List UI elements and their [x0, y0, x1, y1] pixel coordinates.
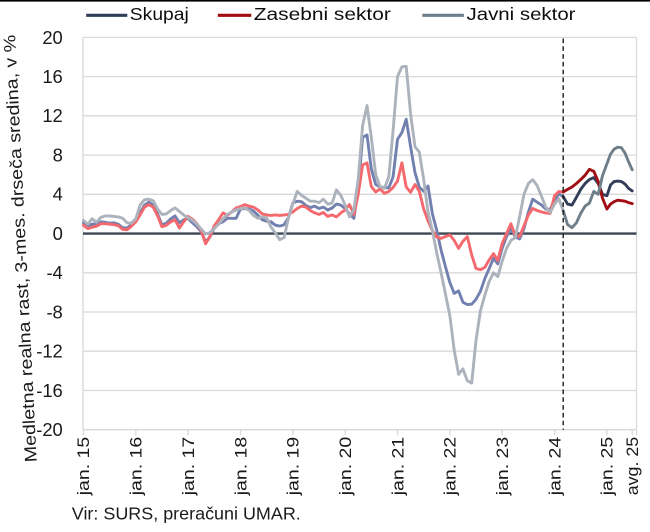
svg-text:jan. 18: jan. 18 — [232, 437, 250, 497]
svg-text:8: 8 — [53, 145, 63, 166]
svg-text:jan. 19: jan. 19 — [285, 437, 303, 497]
svg-text:Javni sektor: Javni sektor — [467, 4, 576, 24]
svg-text:-20: -20 — [36, 419, 63, 440]
svg-text:16: 16 — [42, 66, 62, 87]
svg-text:jan. 21: jan. 21 — [389, 437, 407, 497]
svg-text:0: 0 — [53, 223, 63, 244]
svg-text:12: 12 — [42, 105, 62, 126]
svg-text:avg. 25: avg. 25 — [624, 437, 642, 496]
svg-text:Skupaj: Skupaj — [130, 4, 189, 24]
svg-text:-4: -4 — [46, 262, 62, 283]
svg-text:jan. 20: jan. 20 — [337, 437, 355, 497]
svg-text:jan. 17: jan. 17 — [180, 437, 198, 497]
svg-text:-12: -12 — [36, 341, 63, 362]
svg-text:jan. 24: jan. 24 — [546, 437, 564, 497]
svg-text:Zasebni sektor: Zasebni sektor — [254, 4, 391, 24]
svg-text:-16: -16 — [36, 380, 63, 401]
svg-text:jan. 23: jan. 23 — [494, 437, 512, 497]
svg-text:-8: -8 — [46, 301, 62, 322]
svg-text:Vir: SURS, preračuni UMAR.: Vir: SURS, preračuni UMAR. — [72, 503, 301, 523]
svg-text:jan. 22: jan. 22 — [442, 437, 460, 497]
svg-text:4: 4 — [53, 184, 63, 205]
svg-text:20: 20 — [42, 27, 62, 48]
svg-text:jan. 25: jan. 25 — [599, 437, 617, 497]
svg-text:jan. 16: jan. 16 — [128, 437, 146, 497]
svg-text:jan. 15: jan. 15 — [75, 437, 93, 497]
